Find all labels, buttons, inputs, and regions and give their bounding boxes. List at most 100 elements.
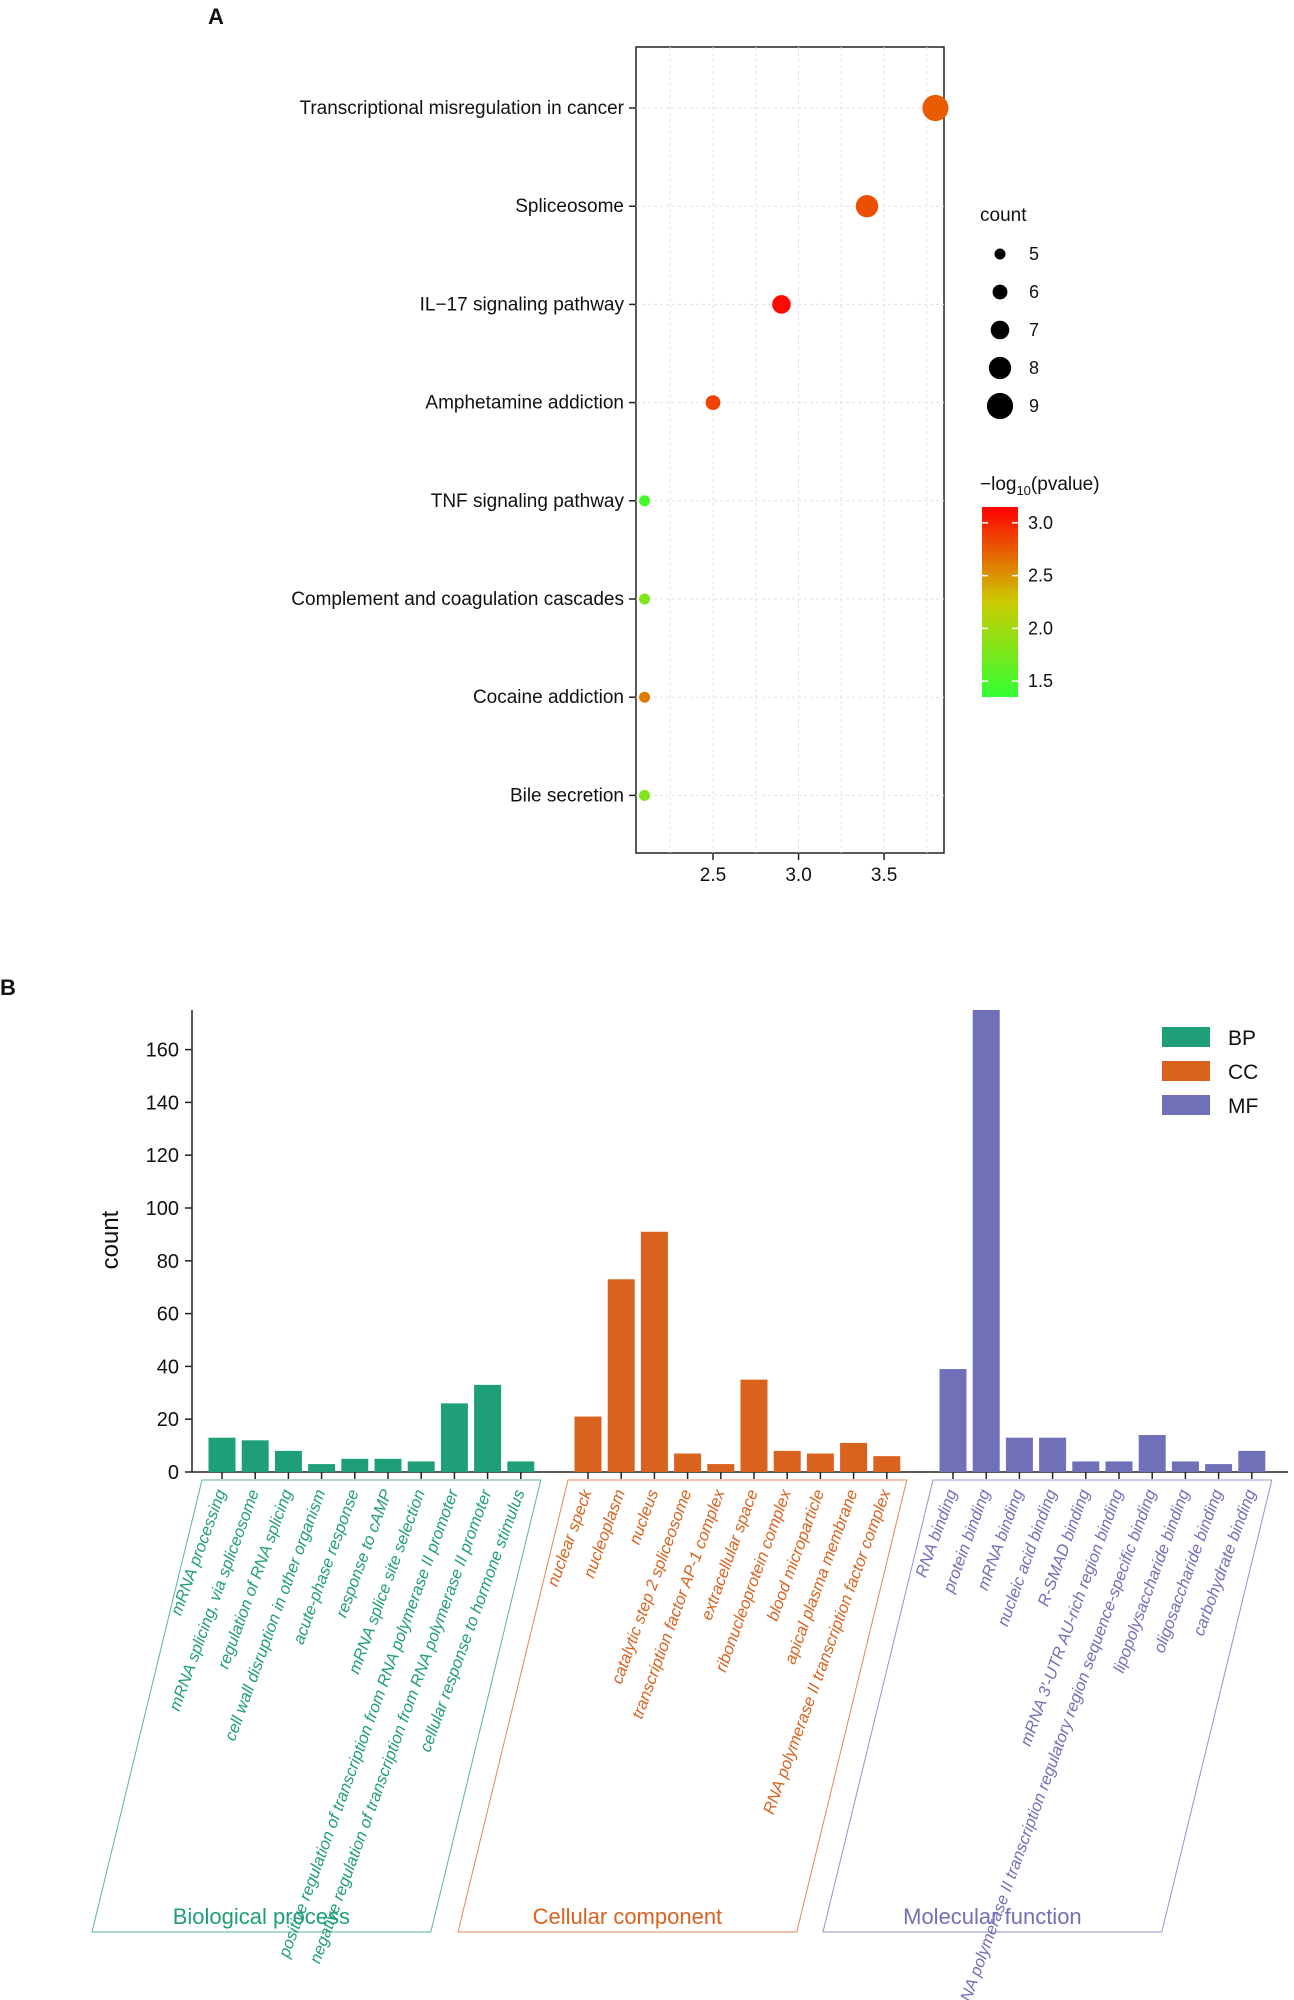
bar	[1238, 1450, 1266, 1472]
y-tick-label: 20	[157, 1409, 179, 1431]
y-tick-label: 120	[146, 1145, 179, 1167]
category-label: nucleus	[626, 1487, 662, 1547]
bar	[1171, 1461, 1199, 1472]
point	[922, 94, 949, 122]
x-tick-label: 2.5	[700, 865, 726, 886]
bar	[707, 1464, 735, 1472]
panel-a-label: A	[208, 4, 224, 29]
panel-a-grid	[636, 47, 944, 853]
x-tick-label: 3.0	[785, 865, 811, 886]
panel-a: A Transcriptional misregulation in cance…	[208, 4, 1100, 886]
bar	[574, 1416, 602, 1472]
bar	[972, 1010, 1000, 1472]
color-legend-tick-label: 2.5	[1028, 566, 1053, 586]
size-legend-label: 6	[1029, 282, 1039, 302]
panel-b-y-axis: 0 20 40 60 80 100 120 140 160	[146, 1040, 192, 1484]
bar	[1138, 1435, 1166, 1472]
bar	[740, 1379, 768, 1472]
group-bracket	[457, 1479, 908, 1933]
point	[639, 495, 651, 507]
bar	[873, 1456, 901, 1472]
y-tick-label: 40	[157, 1356, 179, 1378]
color-legend-tick-label: 1.5	[1028, 671, 1053, 691]
bar	[440, 1403, 468, 1472]
legend-swatch-bp	[1162, 1027, 1210, 1047]
group-name: Molecular function	[903, 1904, 1082, 1929]
bar	[374, 1458, 402, 1472]
panel-b-y-axis-title: count	[97, 1210, 124, 1269]
point	[855, 195, 879, 218]
legend-label: BP	[1228, 1027, 1256, 1050]
group-name: Cellular component	[533, 1904, 723, 1929]
bar	[840, 1442, 868, 1472]
bar	[607, 1279, 635, 1472]
category-label: IL−17 signaling pathway	[420, 294, 625, 315]
bar	[241, 1440, 269, 1472]
group-bracket	[822, 1479, 1273, 1933]
x-tick-label: 3.5	[871, 865, 897, 886]
size-legend-dot	[994, 248, 1006, 260]
panel-a-plot-frame	[635, 46, 945, 854]
bar	[274, 1450, 302, 1472]
legend-label: CC	[1228, 1061, 1258, 1084]
color-legend-ticks: 3.0 2.5 2.0 1.5	[982, 513, 1053, 691]
category-label: Spliceosome	[515, 196, 624, 217]
size-legend-label: 8	[1029, 358, 1039, 378]
group-bracket	[91, 1479, 542, 1933]
panel-a-points	[639, 94, 949, 801]
size-legend-dot	[988, 356, 1012, 380]
category-label: Complement and coagulation cascades	[291, 589, 624, 610]
legend-label: MF	[1228, 1095, 1258, 1118]
bar	[1072, 1461, 1100, 1472]
bar	[341, 1458, 369, 1472]
bar	[1039, 1437, 1067, 1472]
bar	[1205, 1464, 1233, 1472]
legend-swatch-mf	[1162, 1095, 1210, 1115]
color-legend-title-main: −log	[980, 474, 1016, 495]
category-label: Bile secretion	[510, 785, 624, 806]
color-legend-bar	[982, 507, 1018, 697]
size-legend-dot	[992, 284, 1008, 300]
size-legend-items: 5 6 7 8 9	[986, 244, 1039, 420]
y-tick-label: 140	[146, 1092, 179, 1114]
bar	[1005, 1437, 1033, 1472]
point	[772, 295, 791, 314]
y-tick-label: 80	[157, 1251, 179, 1273]
point	[705, 395, 721, 410]
point	[639, 691, 651, 703]
bar	[939, 1369, 967, 1472]
color-legend-title: −log10(pvalue)	[980, 474, 1100, 498]
bar	[640, 1231, 668, 1472]
panel-b: B count 0 20 40 60 80 100 120 140 160 mRNA proce…	[0, 975, 1288, 2000]
bar	[474, 1384, 502, 1472]
panel-a-category-labels: Transcriptional misregulation in cancer S…	[291, 98, 636, 806]
panel-b-label: B	[0, 975, 16, 1000]
category-label: Amphetamine addiction	[425, 393, 624, 414]
size-legend-dot	[990, 320, 1010, 340]
bar	[1105, 1461, 1133, 1472]
size-legend-label: 7	[1029, 320, 1039, 340]
bar	[407, 1461, 435, 1472]
size-legend-dot	[986, 392, 1014, 420]
legend-swatch-cc	[1162, 1061, 1210, 1081]
color-legend-title-sub: 10	[1016, 483, 1030, 498]
color-legend-title-rest: (pvalue)	[1031, 474, 1100, 495]
color-legend: −log10(pvalue) 3.0 2.5 2.0 1.5	[980, 474, 1100, 697]
panel-a-x-axis: 2.5 3.0 3.5	[700, 853, 897, 886]
bar	[208, 1437, 236, 1472]
size-legend-title: count	[980, 205, 1027, 226]
y-tick-label: 0	[168, 1462, 179, 1484]
panel-b-legend: BP CC MF	[1162, 1027, 1258, 1118]
group-cc: nuclear specknucleoplasmnucleuscatalytic…	[457, 1231, 908, 1933]
y-tick-label: 100	[146, 1198, 179, 1220]
category-label: Transcriptional misregulation in cancer	[299, 98, 624, 119]
bar	[773, 1450, 801, 1472]
category-label: TNF signaling pathway	[431, 491, 625, 512]
group-name: Biological process	[173, 1904, 350, 1929]
category-label: Cocaine addiction	[473, 687, 624, 708]
color-legend-tick-label: 2.0	[1028, 618, 1053, 638]
size-legend-label: 9	[1029, 396, 1039, 416]
point	[639, 593, 651, 605]
point	[639, 789, 651, 801]
